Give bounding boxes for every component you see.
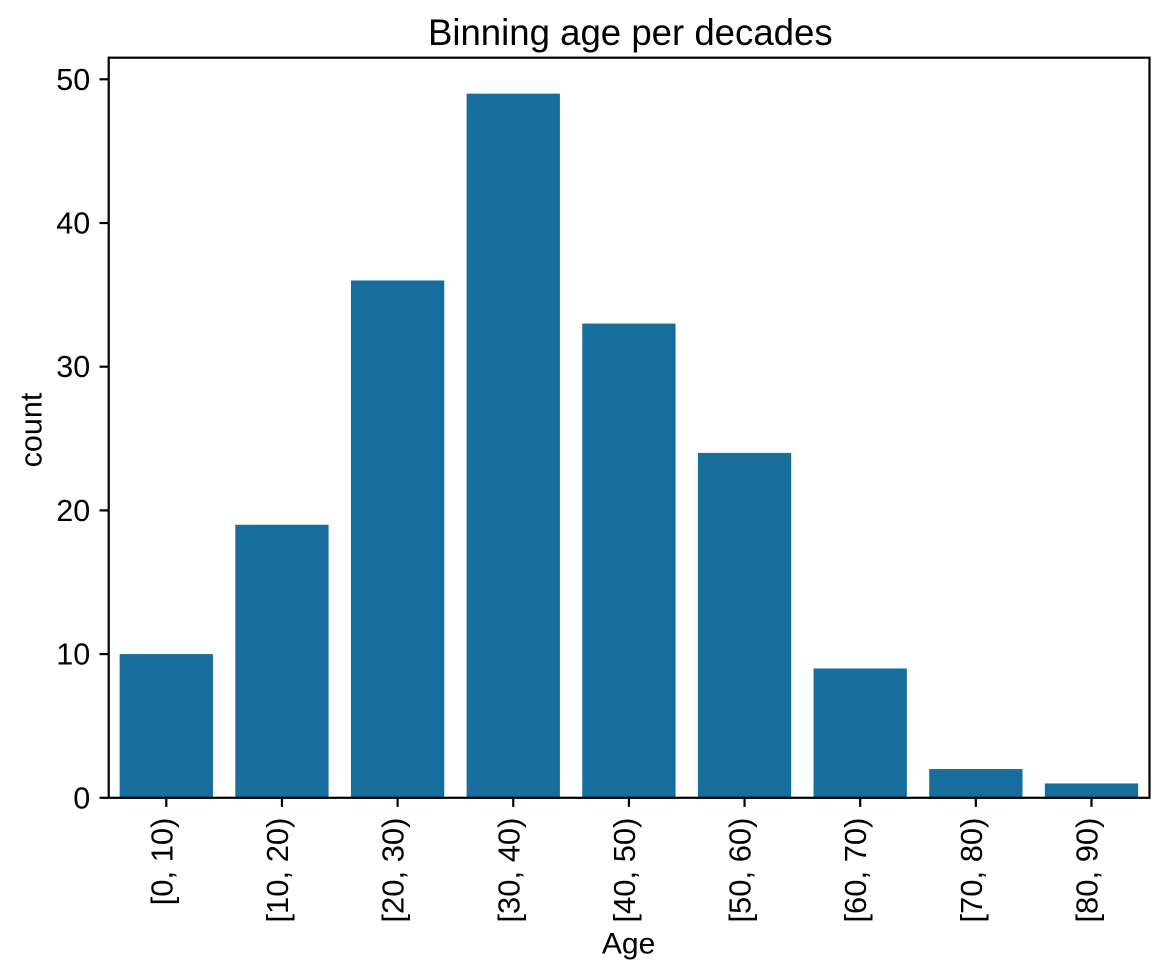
svg-text:[80, 90): [80, 90) <box>1070 818 1105 923</box>
svg-text:count: count <box>15 392 49 467</box>
svg-text:[30, 40): [30, 40) <box>491 818 526 923</box>
svg-text:[60, 70): [60, 70) <box>838 818 873 923</box>
svg-text:20: 20 <box>56 494 90 528</box>
svg-text:50: 50 <box>56 63 90 97</box>
svg-text:[10, 20): [10, 20) <box>260 818 295 923</box>
svg-text:Age: Age <box>602 928 655 961</box>
svg-text:[70, 80): [70, 80) <box>954 818 989 923</box>
svg-text:40: 40 <box>56 207 90 241</box>
svg-text:Binning age per decades: Binning age per decades <box>428 12 833 53</box>
svg-text:0: 0 <box>73 781 90 815</box>
svg-text:[0, 10): [0, 10) <box>144 818 179 906</box>
svg-text:[40, 50): [40, 50) <box>607 818 642 923</box>
svg-text:10: 10 <box>56 638 90 672</box>
svg-text:30: 30 <box>56 350 90 384</box>
svg-text:[50, 60): [50, 60) <box>723 818 758 923</box>
svg-text:[20, 30): [20, 30) <box>376 818 411 923</box>
